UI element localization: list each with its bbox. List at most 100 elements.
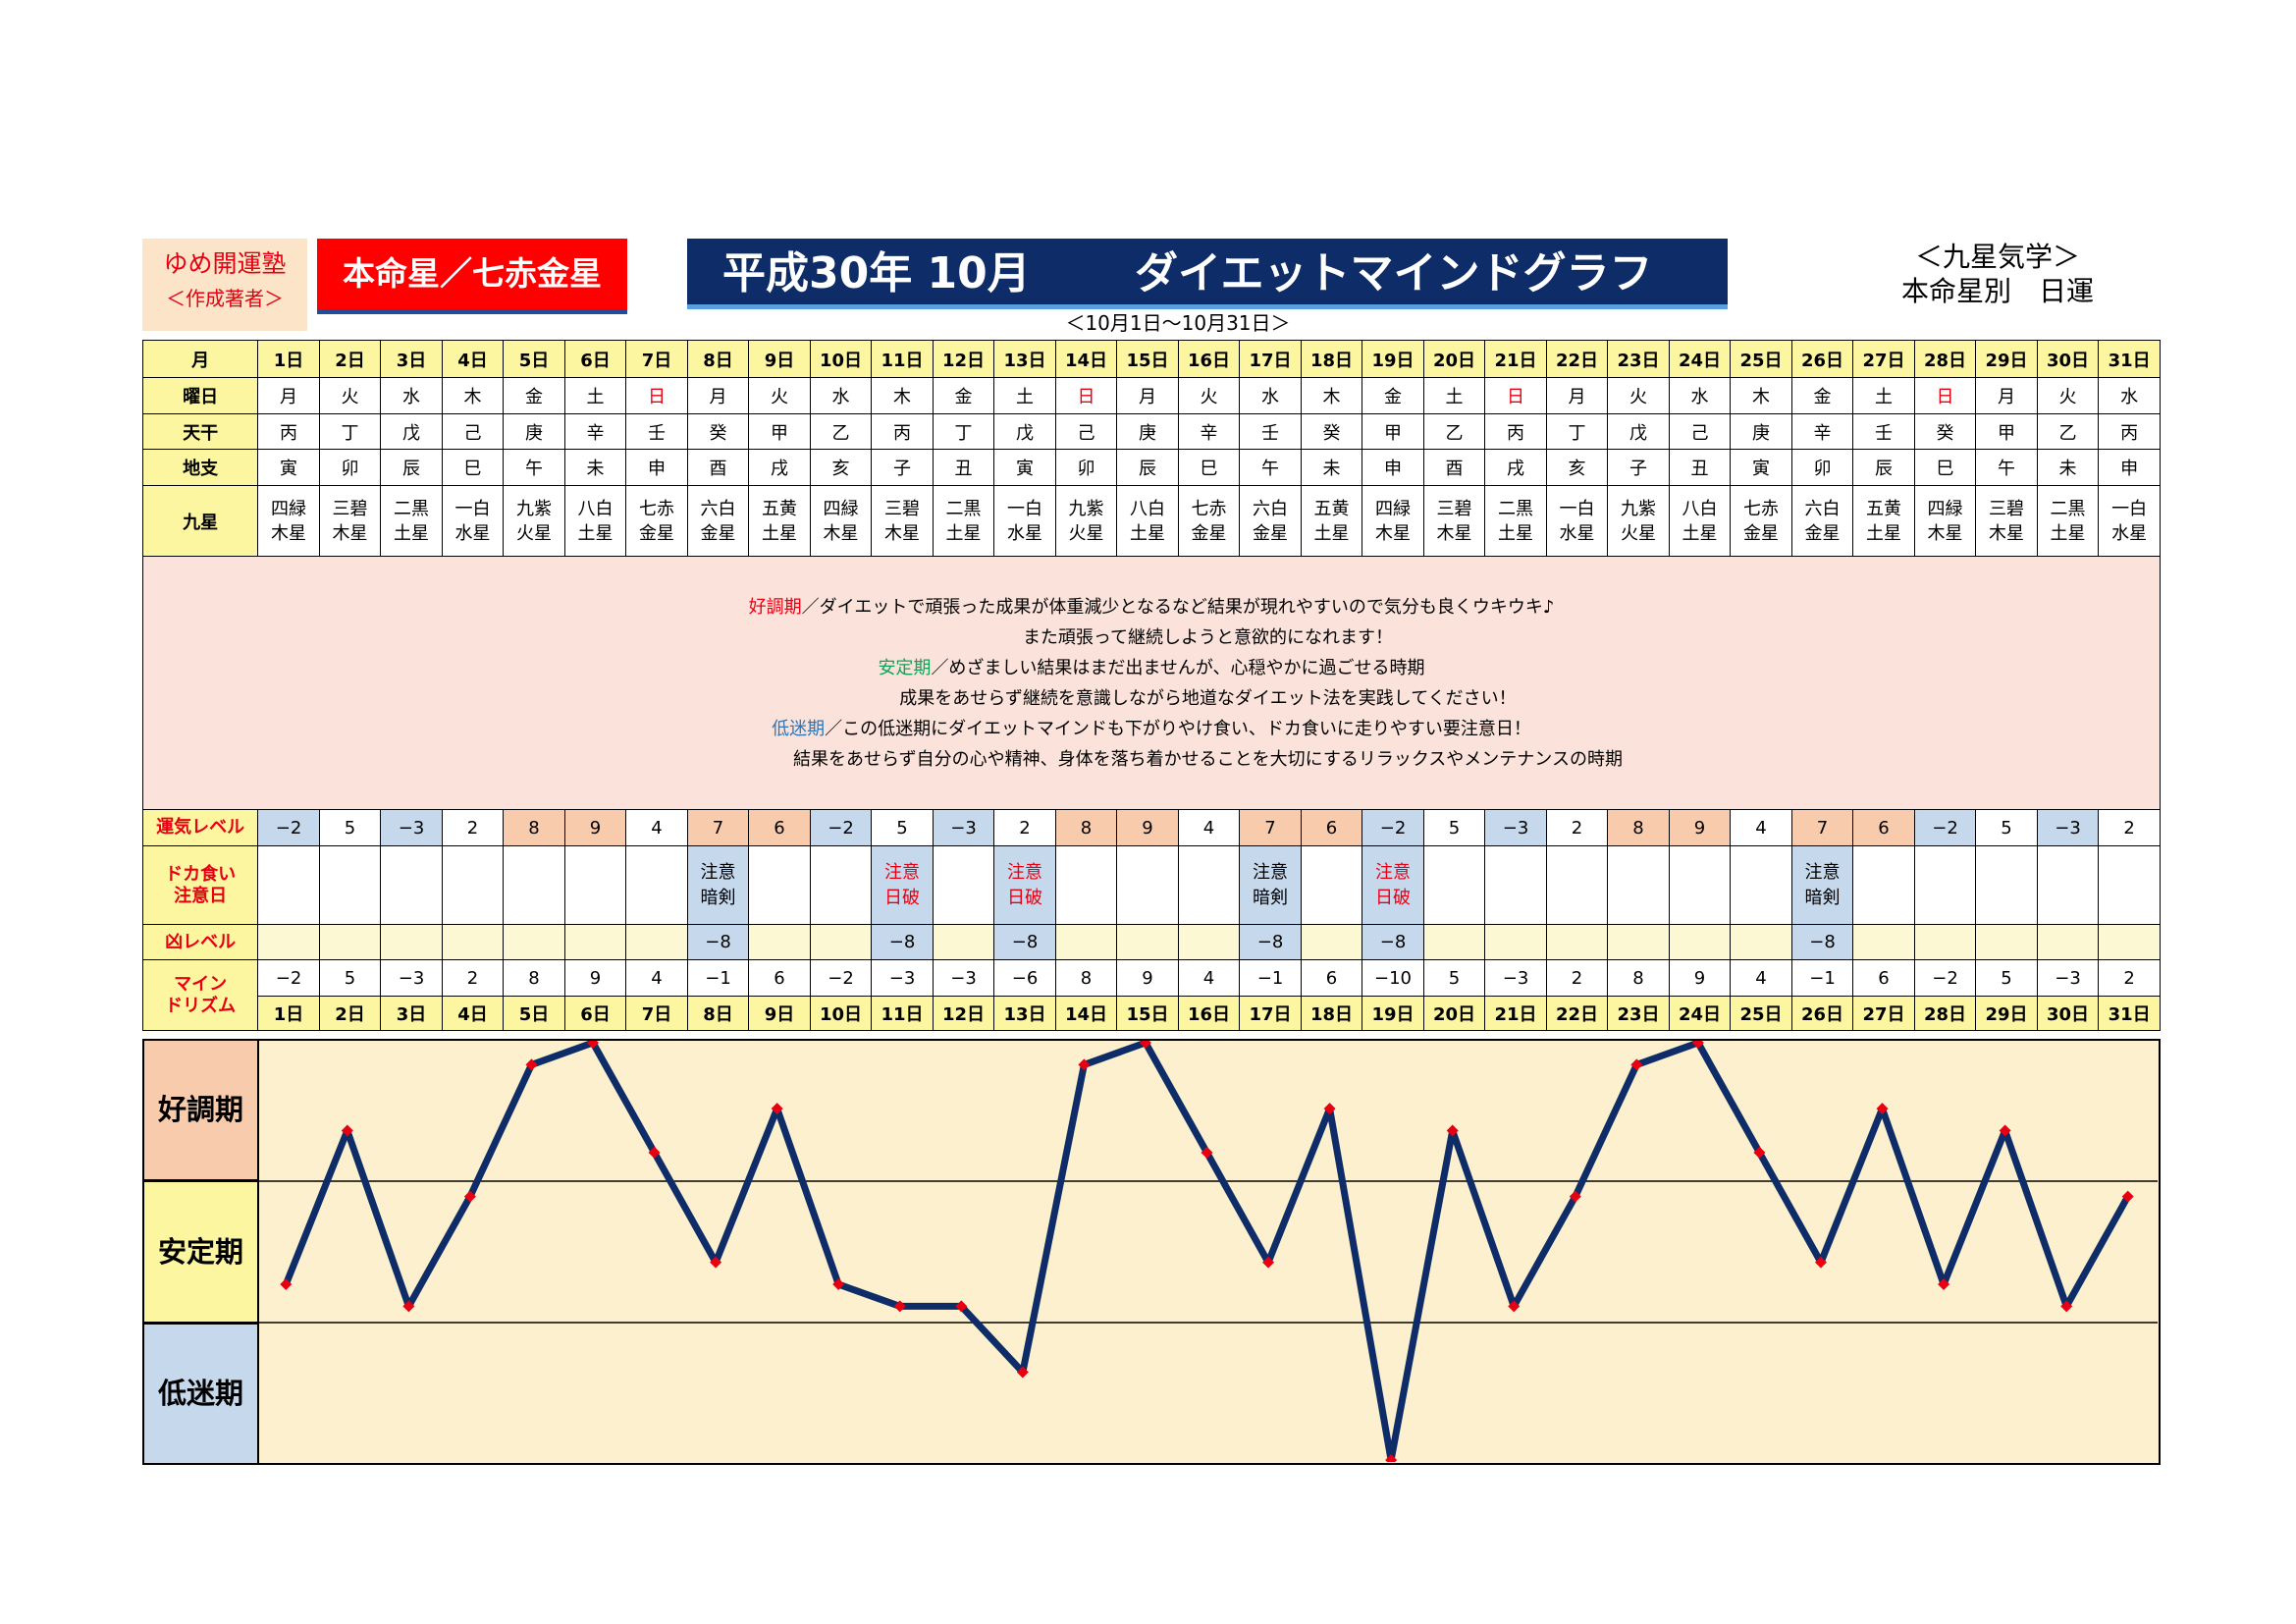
- weekday-cell: 火: [1177, 377, 1241, 414]
- unki-cell: −2: [1913, 809, 1977, 846]
- kyusei-element: 金星: [1743, 522, 1780, 544]
- dokagui-cell: [380, 845, 443, 925]
- unki-cell: −2: [1362, 809, 1424, 846]
- dokagui-cell: 注意 暗剣: [1239, 845, 1302, 925]
- tenkan-cell: 丙: [2098, 413, 2161, 450]
- unki-cell: 9: [563, 809, 627, 846]
- chishi-cell: 辰: [1116, 449, 1179, 486]
- mind-cell: 6: [1852, 959, 1915, 997]
- kyusei-star: 三碧: [1436, 498, 1472, 519]
- chishi-cell: 未: [1300, 449, 1363, 486]
- day-footer: 27日: [1852, 996, 1915, 1031]
- kyusei-star: 四緑: [823, 498, 859, 519]
- dokagui-cell: [1607, 845, 1670, 925]
- mind-cell: −6: [993, 959, 1056, 997]
- weekday-cell: 水: [809, 377, 873, 414]
- day-header: 26日: [1790, 340, 1854, 378]
- kyusei-element: 金星: [1253, 522, 1289, 544]
- weekday-cell: 月: [1975, 377, 2038, 414]
- unki-cell: 4: [1730, 809, 1792, 846]
- day-header: 18日: [1300, 340, 1363, 378]
- tenkan-cell: 己: [441, 413, 505, 450]
- dokagui-cell: [625, 845, 688, 925]
- weekday-cell: 水: [1668, 377, 1732, 414]
- unki-cell: 2: [1545, 809, 1609, 846]
- dokagui-cell: [1545, 845, 1609, 925]
- weekday-cell: 月: [686, 377, 750, 414]
- mind-cell: −3: [932, 959, 995, 997]
- mind-label-2: ドリズム: [165, 995, 237, 1016]
- explanation-line-low2: 結果をあせらず自分の心や精神、身体を落ち着かせることを大切にするリラックスやメン…: [144, 744, 2160, 775]
- kyusei-element: 水星: [1559, 522, 1595, 544]
- day-header: 25日: [1730, 340, 1792, 378]
- kyusei-cell: 三碧 木星: [318, 485, 382, 557]
- unki-cell: 2: [2098, 809, 2161, 846]
- kyusei-cell: 一白 水星: [2098, 485, 2161, 557]
- weekday-cell: 日: [1913, 377, 1977, 414]
- day-header: 7日: [625, 340, 688, 378]
- kyusei-element: 火星: [1068, 522, 1104, 544]
- kyo-cell: [1975, 924, 2038, 960]
- kyusei-star: 二黒: [945, 498, 982, 519]
- kyusei-cell: 六白 金星: [686, 485, 750, 557]
- honmeisei-label: 本命星／七赤金星: [317, 239, 627, 314]
- kyusei-star: 八白: [577, 498, 614, 519]
- tenkan-cell: 庚: [1730, 413, 1792, 450]
- kyusei-element: 土星: [1866, 522, 1902, 544]
- tenkan-cell: 壬: [1852, 413, 1915, 450]
- brand-subtitle: ＜作成著者＞: [166, 287, 284, 310]
- chishi-cell: 丑: [1668, 449, 1732, 486]
- kyusei-cell: 四緑 木星: [1362, 485, 1424, 557]
- day-footer: 18日: [1300, 996, 1363, 1031]
- tenkan-cell: 乙: [1422, 413, 1486, 450]
- day-header: 2日: [318, 340, 382, 378]
- chishi-cell: 申: [1362, 449, 1424, 486]
- mind-rhythm-line: [283, 1039, 2131, 1464]
- weekday-cell: 木: [1730, 377, 1792, 414]
- data-point: [1446, 1124, 1459, 1137]
- unki-cell: 5: [871, 809, 934, 846]
- weekday-cell: 土: [1422, 377, 1486, 414]
- kyusei-element: 火星: [1621, 522, 1657, 544]
- kyo-cell: [1607, 924, 1670, 960]
- unki-cell: 6: [1300, 809, 1363, 846]
- data-point: [1016, 1366, 1029, 1379]
- mind-cell: −3: [380, 959, 443, 997]
- kyusei-element: 木星: [271, 522, 307, 544]
- explanation-line-good2: また頑張って継続しようと意欲的になれます！: [144, 623, 2160, 653]
- unki-cell: 7: [1239, 809, 1302, 846]
- mind-cell: 9: [563, 959, 627, 997]
- kyo-cell: [1300, 924, 1363, 960]
- data-point: [525, 1058, 538, 1071]
- weekday-cell: 土: [993, 377, 1056, 414]
- kyo-cell: −8: [871, 924, 934, 960]
- kyusei-star: 一白: [2111, 498, 2148, 519]
- chishi-cell: 子: [871, 449, 934, 486]
- kyo-cell: [1422, 924, 1486, 960]
- kyusei-cell: 九紫 火星: [1607, 485, 1670, 557]
- kyusei-cell: 四緑 木星: [257, 485, 320, 557]
- unki-cell: 7: [1790, 809, 1854, 846]
- data-point: [402, 1300, 415, 1313]
- kyusei-star: 七赤: [1191, 498, 1227, 519]
- chishi-cell: 卯: [1054, 449, 1118, 486]
- weekday-cell: 日: [1054, 377, 1118, 414]
- dokagui-label-1: ドカ食い: [165, 863, 237, 885]
- kyusei-element: 金星: [1191, 522, 1227, 544]
- row-label-dokagui: ドカ食い 注意日: [141, 845, 259, 925]
- chishi-cell: 酉: [1422, 449, 1486, 486]
- unki-cell: 6: [1852, 809, 1915, 846]
- weekday-cell: 水: [380, 377, 443, 414]
- row-label-kyo: 凶レベル: [141, 924, 259, 960]
- kyusei-element: 木星: [1989, 522, 2025, 544]
- explanation-text: 成果をあせらず継続を意識しながら地道なダイエット法を実践してください！: [899, 687, 1517, 709]
- data-point: [1938, 1278, 1950, 1291]
- chishi-cell: 辰: [380, 449, 443, 486]
- data-point: [2121, 1190, 2134, 1203]
- weekday-cell: 土: [1852, 377, 1915, 414]
- kyusei-star: 二黒: [2050, 498, 2086, 519]
- kyo-cell: [441, 924, 505, 960]
- mind-cell: 5: [1975, 959, 2038, 997]
- row-day-footer: 1日 2日 3日 4日 5日 6日 7日 8日 9日 10日 11日 12日 13日 14日 15日 16日 1…: [143, 996, 2161, 1031]
- kyo-cell: [1177, 924, 1241, 960]
